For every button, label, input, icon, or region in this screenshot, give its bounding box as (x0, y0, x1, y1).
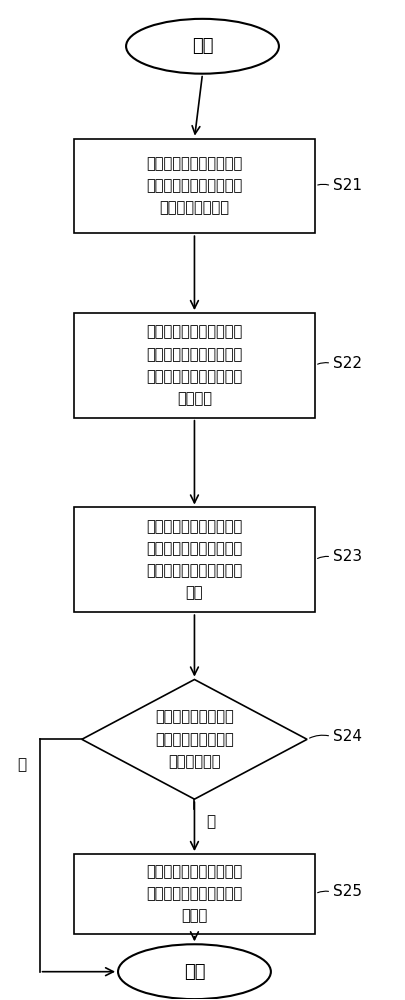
Text: 是: 是 (17, 757, 26, 772)
Text: S21: S21 (333, 178, 362, 193)
Polygon shape (82, 680, 307, 799)
Ellipse shape (118, 944, 271, 999)
Bar (74, 313, 315, 418)
Text: S24: S24 (333, 729, 362, 744)
Text: 基于所述无线信号强度信
息在所述初选后收发装置
中确定最佳无线信号收发
装置: 基于所述无线信号强度信 息在所述初选后收发装置 中确定最佳无线信号收发 装置 (146, 519, 243, 601)
Bar (74, 139, 315, 233)
Text: S25: S25 (333, 884, 362, 899)
Bar (74, 854, 315, 934)
Text: 否: 否 (207, 814, 215, 829)
Text: 所述最佳无线信号收
发装置是否为所述使
用中收发装置: 所述最佳无线信号收 发装置是否为所述使 用中收发装置 (155, 710, 234, 769)
Text: 结束: 结束 (184, 963, 205, 981)
Text: 开始: 开始 (192, 37, 213, 55)
Text: S23: S23 (333, 549, 362, 564)
Bar (74, 507, 315, 612)
Text: 将所述使用中收发装置切
换至所述最佳无线信号收
发装置: 将所述使用中收发装置切 换至所述最佳无线信号收 发装置 (146, 864, 243, 924)
Text: 基于所述通信状况信息对
所有无线信号收发装置进
行初步筛选，获得初选后
收发装置: 基于所述通信状况信息对 所有无线信号收发装置进 行初步筛选，获得初选后 收发装置 (146, 325, 243, 406)
Ellipse shape (126, 19, 279, 74)
Text: 从所述多个无线信号收发
装置中确定当前正在使用
的使用中收发装置: 从所述多个无线信号收发 装置中确定当前正在使用 的使用中收发装置 (146, 156, 243, 216)
Text: S22: S22 (333, 356, 362, 371)
